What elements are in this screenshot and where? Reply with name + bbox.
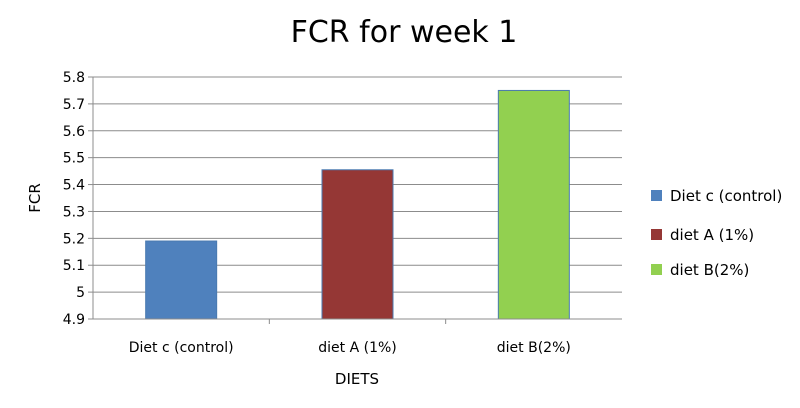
y-tick-label: 5.3: [63, 204, 85, 220]
legend: Diet c (control) diet A (1%) diet B(2%): [651, 187, 782, 279]
y-tick-label: 5.5: [63, 151, 85, 167]
y-tick-label: 5.6: [63, 124, 85, 140]
legend-swatch: [651, 264, 662, 275]
y-tick-label: 5.2: [63, 231, 85, 247]
chart-title: FCR for week 1: [291, 15, 518, 50]
y-tick-label: 5.8: [63, 70, 85, 86]
y-tick-label: 5.7: [63, 97, 85, 113]
bars: [145, 89, 570, 320]
legend-label: Diet c (control): [670, 187, 782, 205]
y-tick-label: 5.4: [63, 178, 85, 194]
legend-swatch: [651, 229, 662, 240]
bar: [145, 240, 218, 320]
legend-swatch: [651, 190, 662, 201]
legend-label: diet A (1%): [670, 226, 754, 244]
x-tick-label: diet A (1%): [318, 340, 397, 356]
x-tick-label: Diet c (control): [129, 340, 234, 356]
x-axis-title: DIETS: [335, 370, 379, 388]
x-tick-label: diet B(2%): [497, 340, 571, 356]
bar: [497, 89, 570, 320]
y-tick-label: 5: [76, 285, 85, 301]
y-tick-label: 5.1: [63, 258, 85, 274]
legend-label: diet B(2%): [670, 261, 749, 279]
x-tick-labels: Diet c (control) diet A (1%) diet B(2%): [129, 340, 571, 356]
bar: [321, 169, 394, 320]
y-tick-label: 4.9: [63, 312, 85, 328]
y-axis-title: FCR: [26, 183, 44, 213]
y-tick-labels: 4.9 5 5.1 5.2 5.3 5.4 5.5 5.6 5.7 5.8: [63, 70, 85, 328]
